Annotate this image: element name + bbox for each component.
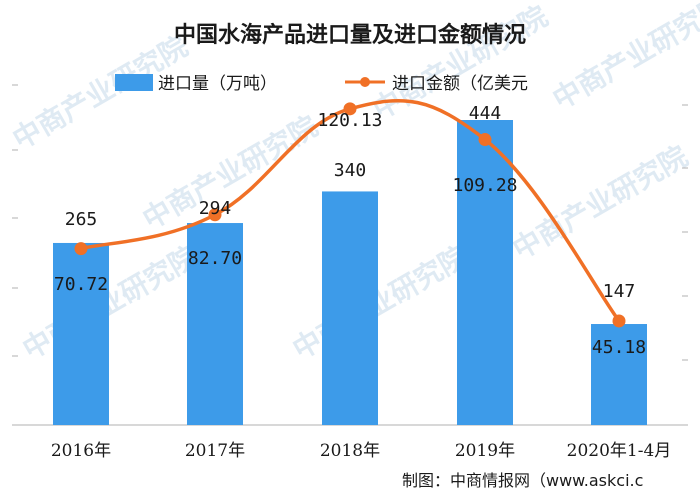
left-axis-ticks xyxy=(12,84,18,426)
chart-title: 中国水海产品进口量及进口金额情况 xyxy=(174,22,526,48)
legend-line-marker xyxy=(360,77,370,87)
x-tick-label: 2016年 xyxy=(51,441,111,461)
line-value-label: 45.18 xyxy=(592,337,646,358)
bar-2016年 xyxy=(53,242,109,425)
watermark-text: 中商产业研究院 xyxy=(367,0,553,126)
x-tick-label: 2017年 xyxy=(185,441,245,461)
line-value-label: 82.70 xyxy=(188,248,242,269)
right-axis-ticks xyxy=(682,104,688,426)
watermark-text: 中商产业研究院 xyxy=(287,239,473,366)
legend-line-label: 进口金额（亿美元 xyxy=(392,74,528,94)
line-point-2017年 xyxy=(208,208,222,222)
bar-value-label: 265 xyxy=(65,209,98,230)
bar-2019年 xyxy=(457,120,513,425)
bar-value-label: 444 xyxy=(469,103,502,124)
x-tick-label: 2020年1-4月 xyxy=(567,441,672,461)
bar-2018年 xyxy=(322,191,378,425)
bar-series xyxy=(53,120,647,425)
line-point-2016年 xyxy=(74,242,88,256)
line-point-2019年 xyxy=(478,133,492,147)
line-point-2018年 xyxy=(343,102,357,116)
line-point-2020年1-4月 xyxy=(612,314,626,328)
bar-2017年 xyxy=(187,223,243,425)
bar-value-label: 340 xyxy=(334,160,367,181)
bar-value-label: 294 xyxy=(199,198,232,219)
legend-bar-label: 进口量（万吨） xyxy=(158,74,277,94)
x-tick-label: 2019年 xyxy=(455,441,515,461)
bar-2020年1-4月 xyxy=(591,324,647,425)
watermark-text: 中商产业研究院 xyxy=(17,239,203,366)
data-labels: 265 294 340 444 147 70.72 82.70 120.13 109.28 45.… xyxy=(54,103,646,358)
line-series xyxy=(74,99,626,328)
x-tick-label: 2018年 xyxy=(320,441,380,461)
bar-value-label: 147 xyxy=(603,281,636,302)
source-note: 制图：中商情报网（www.askci.c xyxy=(402,471,643,490)
line-value-label: 120.13 xyxy=(317,110,382,131)
legend-bar-swatch xyxy=(115,74,153,91)
watermark-text: 中商产业研究院 xyxy=(507,139,693,266)
x-axis-tick-labels: 2016年 2017年 2018年 2019年 2020年1-4月 xyxy=(51,441,671,461)
line-value-label: 109.28 xyxy=(452,175,517,196)
watermark-text: 中商产业研究院 xyxy=(547,0,700,116)
legend: 进口量（万吨） 进口金额（亿美元 xyxy=(115,74,528,94)
line-value-label: 70.72 xyxy=(54,274,108,295)
